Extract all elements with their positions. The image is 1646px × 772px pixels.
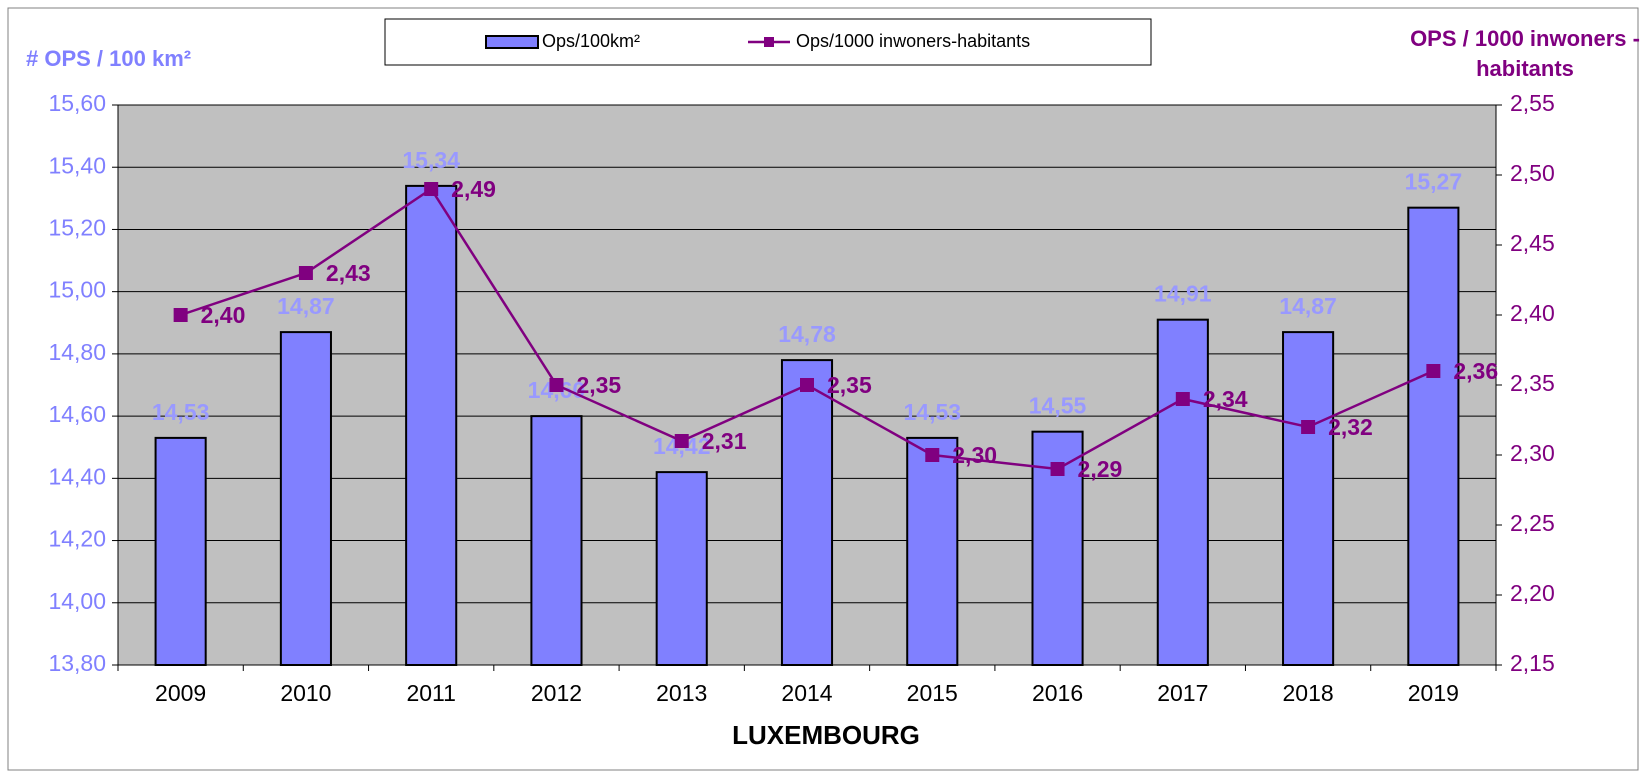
bar — [405, 184, 458, 666]
y-tick-label: 14,60 — [48, 401, 106, 427]
y-tick-label: 14,00 — [48, 588, 106, 614]
line-marker — [1050, 462, 1065, 476]
line-marker — [1426, 364, 1441, 378]
bar-value-label: 14,53 — [152, 399, 210, 425]
line-value-label: 2,49 — [451, 176, 496, 202]
x-tick-label: 2019 — [1408, 680, 1459, 706]
bar — [906, 436, 959, 666]
legend-swatch — [485, 35, 539, 49]
line-marker — [549, 378, 564, 392]
line-marker — [674, 434, 689, 448]
x-tick-label: 2018 — [1283, 680, 1334, 706]
line-value-label: 2,35 — [827, 372, 872, 398]
line-value-label: 2,31 — [702, 428, 747, 454]
line-value-label: 2,36 — [1453, 358, 1498, 384]
legend-label: Ops/100km² — [542, 31, 640, 51]
line-value-label: 2,29 — [1078, 456, 1123, 482]
line-marker — [1301, 420, 1316, 434]
y2-tick-label: 2,20 — [1510, 580, 1555, 606]
line-marker — [298, 266, 313, 280]
x-tick-label: 2010 — [280, 680, 331, 706]
bar — [1156, 318, 1209, 666]
y2-tick-label: 2,35 — [1510, 370, 1555, 396]
x-tick-label: 2017 — [1157, 680, 1208, 706]
legend-label: Ops/1000 inwoners-habitants — [796, 31, 1030, 51]
y2-tick-label: 2,50 — [1510, 160, 1555, 186]
bar-value-label: 14,53 — [903, 399, 961, 425]
y2-tick-label: 2,15 — [1510, 650, 1555, 676]
bar — [655, 471, 708, 666]
y2-tick-label: 2,55 — [1510, 90, 1555, 116]
bar — [154, 436, 207, 666]
line-value-label: 2,40 — [201, 302, 246, 328]
line-marker — [424, 182, 439, 196]
line-value-label: 2,43 — [326, 260, 371, 286]
y2-tick-label: 2,30 — [1510, 440, 1555, 466]
bar-value-label: 14,91 — [1154, 281, 1212, 307]
legend-marker — [764, 37, 774, 47]
y2-tick-label: 2,45 — [1510, 230, 1555, 256]
x-tick-label: 2014 — [781, 680, 832, 706]
bar-value-label: 15,27 — [1405, 169, 1463, 195]
x-tick-label: 2013 — [656, 680, 707, 706]
line-value-label: 2,32 — [1328, 414, 1373, 440]
bar-value-label: 14,87 — [277, 293, 335, 319]
y-tick-label: 13,80 — [48, 650, 106, 676]
y-tick-label: 15,60 — [48, 90, 106, 116]
bar-value-label: 14,55 — [1029, 393, 1087, 419]
y-tick-label: 14,20 — [48, 526, 106, 552]
y2-tick-label: 2,25 — [1510, 510, 1555, 536]
bar — [1282, 331, 1335, 666]
x-tick-label: 2009 — [155, 680, 206, 706]
line-marker — [173, 308, 188, 322]
line-marker — [800, 378, 814, 392]
bar-value-label: 14,78 — [778, 321, 836, 347]
bar-value-label: 15,34 — [402, 147, 460, 173]
line-value-label: 2,30 — [952, 442, 997, 468]
y-tick-label: 14,40 — [48, 463, 106, 489]
line-value-label: 2,35 — [576, 372, 621, 398]
y-tick-label: 15,20 — [48, 215, 106, 241]
bar — [780, 359, 834, 666]
line-marker — [1175, 392, 1190, 406]
y-tick-label: 15,00 — [48, 277, 106, 303]
x-tick-label: 2015 — [907, 680, 958, 706]
y-tick-label: 15,40 — [48, 152, 106, 178]
bar — [1407, 206, 1460, 667]
y2-tick-label: 2,40 — [1510, 300, 1555, 326]
x-tick-label: 2012 — [531, 680, 582, 706]
bar-value-label: 14,87 — [1279, 293, 1337, 319]
line-marker — [925, 448, 940, 462]
bar — [530, 415, 583, 666]
y2-axis-title: OPS / 1000 inwoners - — [1410, 26, 1640, 51]
line-value-label: 2,34 — [1203, 386, 1248, 412]
y-axis-title: # OPS / 100 km² — [26, 46, 191, 71]
x-tick-label: 2011 — [406, 680, 455, 706]
y2-axis-title: habitants — [1476, 56, 1574, 81]
y-tick-label: 14,80 — [48, 339, 106, 365]
x-axis-title: LUXEMBOURG — [732, 720, 920, 750]
x-tick-label: 2016 — [1032, 680, 1083, 706]
bar — [279, 331, 332, 666]
